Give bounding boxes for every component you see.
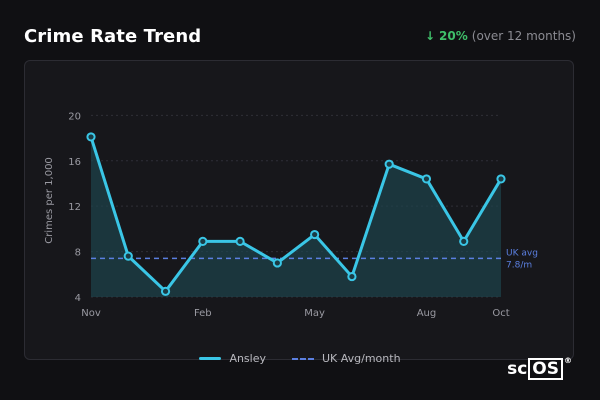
y-tick-label: 12 xyxy=(68,202,81,213)
series-area-ansley xyxy=(91,136,501,297)
legend-item-ansley[interactable]: Ansley xyxy=(199,352,266,365)
data-point xyxy=(310,229,320,240)
x-tick-label: Nov xyxy=(81,308,101,319)
data-point xyxy=(198,236,208,246)
x-tick-label: Feb xyxy=(194,308,212,319)
data-point xyxy=(459,236,469,246)
data-point xyxy=(384,159,394,169)
x-tick-label: Aug xyxy=(417,308,437,319)
change-percent: 20% xyxy=(439,29,468,43)
registered-mark: ® xyxy=(564,355,572,365)
change-period: (over 12 months) xyxy=(471,29,576,43)
data-point xyxy=(86,132,96,142)
x-tick-label: Oct xyxy=(492,308,509,319)
down-arrow-icon: ↓ xyxy=(424,29,436,43)
series-line-ansley xyxy=(89,135,503,293)
data-point xyxy=(347,271,357,282)
chart-legend: Ansley UK Avg/month xyxy=(0,352,600,365)
brand-boxed: OS xyxy=(528,358,563,380)
y-tick-label: 4 xyxy=(75,293,81,304)
change-summary: ↓ 20% (over 12 months) xyxy=(425,29,576,43)
brand-logo: sc OS ® xyxy=(507,355,572,380)
y-axis-label: Crimes per 1,000 xyxy=(44,157,55,244)
legend-swatch-dashed xyxy=(292,357,314,360)
reference-label-line2: 7.8/m xyxy=(506,260,532,270)
y-tick-label: 16 xyxy=(68,157,81,168)
y-tick-label: 8 xyxy=(75,248,81,259)
data-point xyxy=(235,236,245,246)
y-tick-label: 20 xyxy=(68,111,81,122)
x-tick-label: May xyxy=(304,308,325,319)
reference-label-line1: UK avg xyxy=(506,248,538,258)
legend-item-uk-avg[interactable]: UK Avg/month xyxy=(292,352,401,365)
data-point xyxy=(123,251,133,261)
data-point xyxy=(496,174,506,184)
legend-label: UK Avg/month xyxy=(322,352,401,365)
data-point xyxy=(160,286,171,296)
legend-swatch-solid xyxy=(199,357,222,360)
page-title: Crime Rate Trend xyxy=(24,26,202,47)
data-point xyxy=(421,174,432,184)
legend-label: Ansley xyxy=(229,352,266,365)
brand-prefix: sc xyxy=(507,359,528,379)
data-point xyxy=(272,258,282,268)
